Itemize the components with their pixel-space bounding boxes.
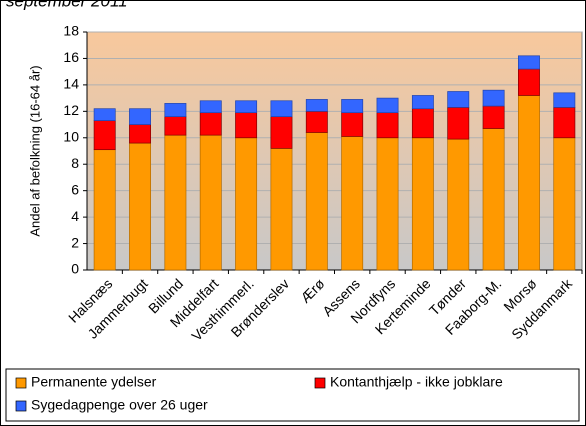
bar-segment <box>270 148 293 271</box>
bar-segment <box>482 89 505 107</box>
bar-segment <box>93 120 116 151</box>
legend-label: Permanente ydelser <box>31 374 157 390</box>
bar-segment <box>341 112 364 137</box>
bar-segment <box>235 100 258 114</box>
legend-swatch <box>15 400 27 412</box>
bar-segment <box>447 91 470 108</box>
bar-segment <box>235 112 258 139</box>
bar-segment <box>553 92 576 108</box>
y-tick-label: 12 <box>63 102 79 118</box>
y-tick-label: 18 <box>63 23 79 39</box>
bar-segment <box>376 112 399 139</box>
bar-segment <box>235 137 258 271</box>
bar-segment <box>341 136 364 271</box>
y-tick-label: 4 <box>71 208 79 224</box>
bar-segment <box>270 116 293 149</box>
y-tick-label: 16 <box>63 49 79 65</box>
y-tick-label: 0 <box>71 261 79 277</box>
bar-segment <box>305 99 328 112</box>
bar-segment <box>411 137 434 271</box>
bar-segment <box>447 138 470 271</box>
bar-segment <box>129 124 151 144</box>
bar-segment <box>553 107 576 139</box>
legend <box>5 368 580 422</box>
bar-segment <box>341 99 364 114</box>
bar-segment <box>164 134 187 271</box>
bar-segment <box>164 116 187 136</box>
y-tick-label: 2 <box>71 234 79 250</box>
bar-segment <box>518 55 540 70</box>
plot-area <box>86 31 583 271</box>
legend-swatch <box>314 377 326 389</box>
bar-segment <box>411 95 434 110</box>
bar-segment <box>447 107 470 140</box>
bar-segment <box>199 134 222 271</box>
legend-label: Sygedagpenge over 26 uger <box>31 397 208 413</box>
y-axis-label: Andel af befolkning (16-64 år) <box>27 65 42 236</box>
bar-segment <box>482 105 505 129</box>
bar-segment <box>93 149 116 271</box>
bar-segment <box>93 108 116 121</box>
bar-segment <box>305 110 328 133</box>
bar-segment <box>129 108 151 125</box>
bar-segment <box>553 137 576 271</box>
bar-segment <box>270 100 293 117</box>
bar-segment <box>199 112 222 136</box>
y-tick-label: 6 <box>71 181 79 197</box>
bar-segment <box>411 108 434 139</box>
bar-segment <box>482 128 505 271</box>
legend-label: Kontanthjælp - ikke jobklare <box>330 374 503 390</box>
bar-segment <box>376 97 399 114</box>
bar-segment <box>518 68 540 96</box>
bar-segment <box>164 103 187 117</box>
bar-segment <box>199 100 222 114</box>
y-tick-label: 14 <box>63 76 79 92</box>
bar-segment <box>518 95 540 271</box>
bar-segment <box>129 142 151 271</box>
chart-title: september 2011 <box>6 0 128 10</box>
bar-segment <box>305 132 328 271</box>
y-tick-label: 8 <box>71 155 79 171</box>
y-tick-label: 10 <box>63 128 79 144</box>
legend-swatch <box>15 377 27 389</box>
bar-segment <box>376 137 399 271</box>
